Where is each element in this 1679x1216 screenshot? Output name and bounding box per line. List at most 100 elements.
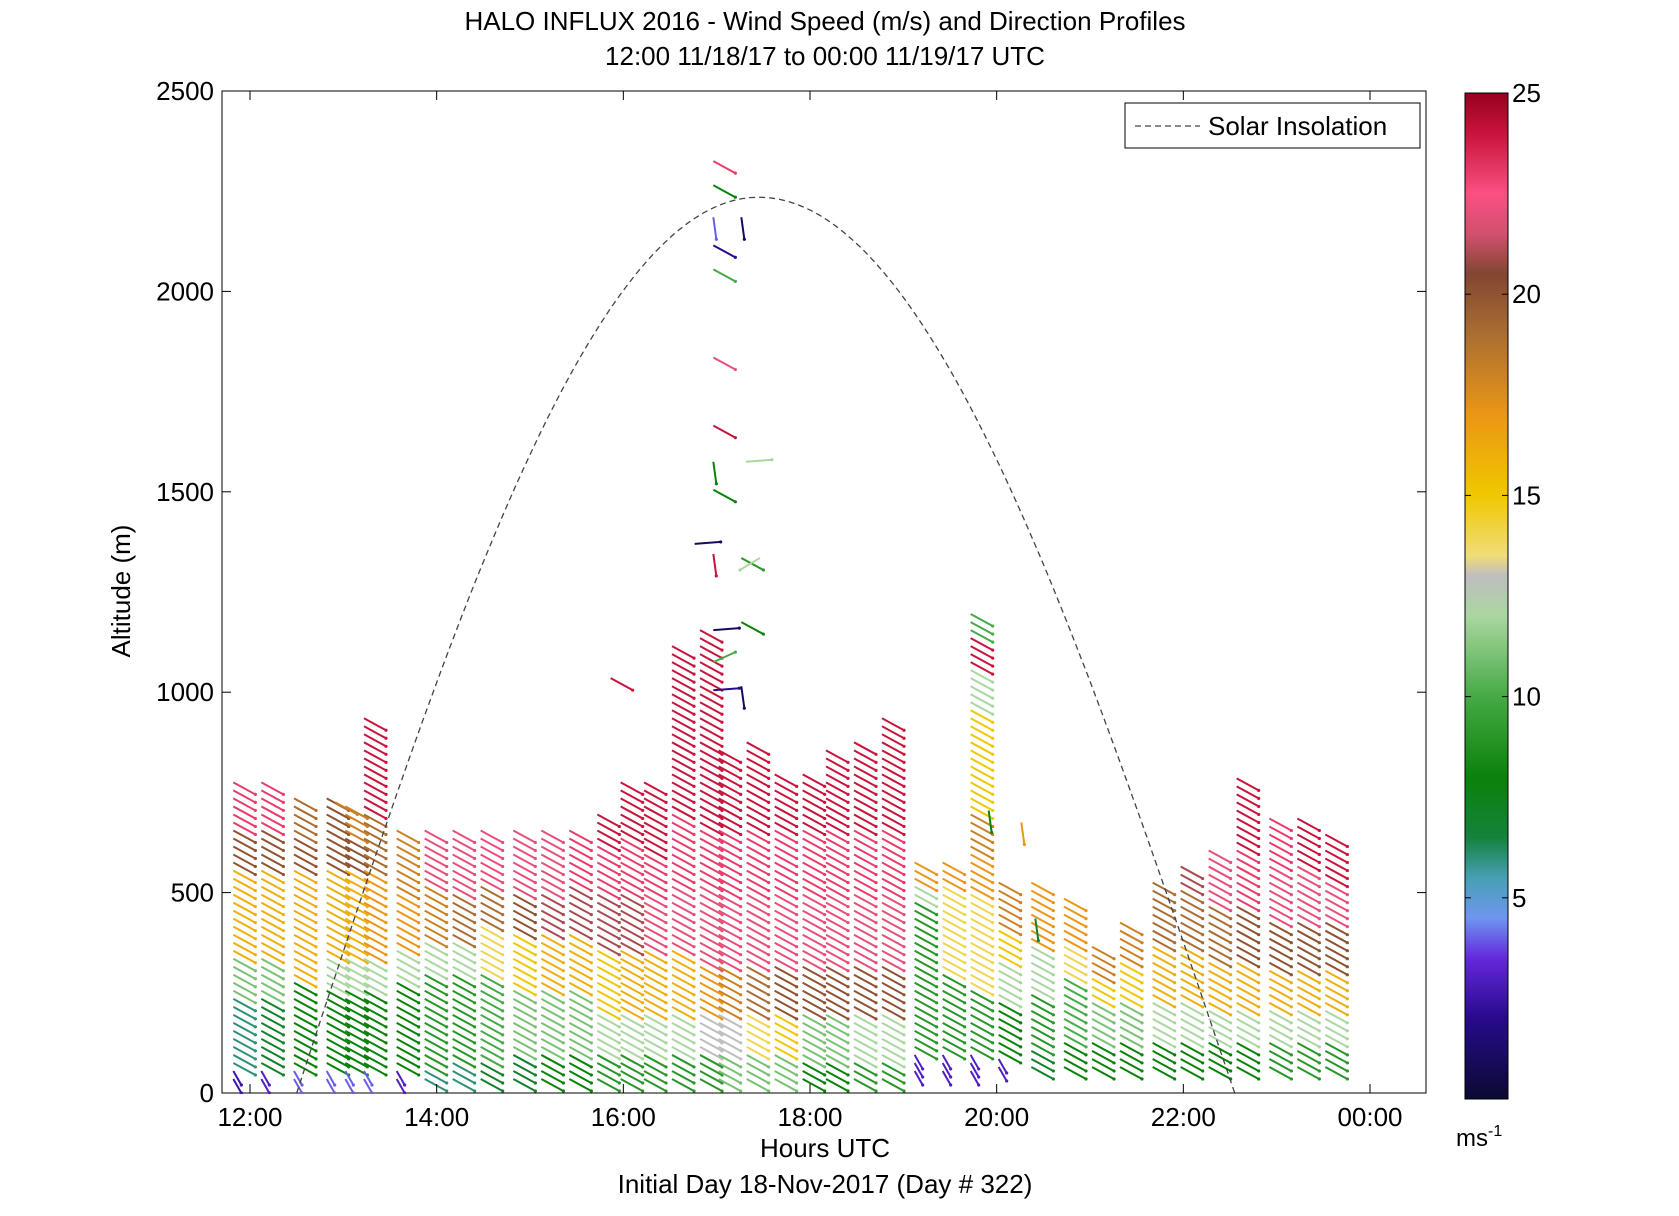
wind-arrow-shaft bbox=[620, 845, 644, 860]
wind-arrow-head bbox=[1229, 1069, 1233, 1073]
wind-arrow-head bbox=[641, 1041, 645, 1045]
wind-arrow-shaft bbox=[774, 1013, 798, 1028]
wind-arrow-head bbox=[445, 905, 449, 909]
wind-arrow-head bbox=[739, 921, 743, 925]
wind-arrow-shaft bbox=[881, 1078, 905, 1092]
wind-arrow-shaft bbox=[363, 837, 387, 852]
wind-arrow-shaft bbox=[596, 1021, 620, 1036]
wind-arrow-shaft bbox=[480, 1078, 504, 1092]
wind-arrow-head bbox=[902, 937, 906, 941]
wind-arrow-shaft bbox=[699, 1078, 723, 1092]
wind-arrow-shaft bbox=[643, 837, 667, 852]
wind-arrow-shaft bbox=[424, 1013, 448, 1028]
wind-arrow-shaft bbox=[881, 765, 905, 780]
wind-arrow-head bbox=[963, 913, 967, 917]
wind-arrow-shaft bbox=[232, 829, 256, 844]
wind-arrow-head bbox=[1317, 1029, 1321, 1033]
wind-arrow-head bbox=[1257, 828, 1261, 833]
wind-arrow-shaft bbox=[620, 933, 644, 948]
wind-arrow-shaft bbox=[881, 861, 905, 876]
wind-arrow-shaft bbox=[1063, 1026, 1087, 1040]
wind-arrow-shaft bbox=[1030, 1050, 1054, 1064]
wind-arrow-head bbox=[823, 888, 827, 893]
wind-arrow-head bbox=[739, 1057, 743, 1061]
wind-arrow-shaft bbox=[232, 909, 256, 924]
wind-arrow-shaft bbox=[1063, 897, 1087, 912]
wind-arrow-head bbox=[533, 1009, 537, 1013]
wind-arrow-head bbox=[1019, 1053, 1023, 1057]
wind-arrow-head bbox=[417, 840, 421, 845]
wind-arrow-shaft bbox=[1236, 1058, 1260, 1072]
wind-arrow-shaft bbox=[363, 901, 387, 916]
wind-arrow-shaft bbox=[774, 821, 798, 836]
wind-arrow-shaft bbox=[260, 901, 284, 916]
wind-arrow-shaft bbox=[825, 965, 849, 980]
wind-arrow-head bbox=[874, 929, 878, 933]
wind-arrow-shaft bbox=[452, 1062, 476, 1076]
wind-arrow-shaft bbox=[620, 957, 644, 972]
wind-arrow-head bbox=[767, 856, 771, 861]
wind-arrow-head bbox=[720, 640, 724, 644]
wind-arrow-shaft bbox=[1296, 961, 1320, 976]
wind-arrow-head bbox=[1051, 1013, 1055, 1017]
wind-arrow-head bbox=[935, 1041, 939, 1045]
wind-arrow-head bbox=[767, 929, 771, 933]
wind-arrow-head bbox=[767, 824, 771, 829]
wind-arrow-shaft bbox=[596, 917, 620, 932]
wind-arrow-head bbox=[664, 937, 668, 941]
wind-arrow-shaft bbox=[802, 805, 826, 820]
wind-arrow-shaft bbox=[293, 1030, 317, 1044]
wind-arrow-shaft bbox=[424, 941, 448, 956]
wind-arrow-shaft bbox=[699, 869, 723, 884]
wind-arrow-shaft bbox=[540, 1005, 564, 1020]
wind-arrow-head bbox=[846, 921, 850, 925]
wind-arrow-shaft bbox=[396, 845, 420, 860]
wind-arrow-head bbox=[281, 840, 285, 845]
wind-arrow-shaft bbox=[540, 1070, 564, 1084]
wind-arrow-shaft bbox=[1236, 1017, 1260, 1032]
wind-arrow-head bbox=[589, 1049, 593, 1053]
wind-arrow-head bbox=[739, 961, 743, 965]
wind-arrow-shaft bbox=[970, 861, 994, 876]
wind-arrow-shaft bbox=[540, 1013, 564, 1028]
wind-arrow-head bbox=[561, 1065, 565, 1069]
wind-arrow-shaft bbox=[1152, 1001, 1176, 1016]
wind-arrow-shaft bbox=[970, 829, 994, 844]
wind-arrow-shaft bbox=[998, 985, 1022, 1000]
wind-arrow-head bbox=[739, 880, 743, 885]
wind-arrow-head bbox=[589, 1017, 593, 1021]
wind-arrow-head bbox=[874, 937, 878, 941]
wind-arrow-head bbox=[617, 953, 621, 957]
wind-arrow-shaft bbox=[424, 829, 448, 844]
x-tick-label: 20:00 bbox=[964, 1102, 1029, 1132]
wind-arrow-head bbox=[664, 888, 668, 893]
wind-arrow-shaft bbox=[671, 1021, 695, 1036]
wind-arrow-head bbox=[902, 1081, 906, 1085]
wind-arrow-shaft bbox=[620, 981, 644, 996]
wind-arrow-shaft bbox=[998, 977, 1022, 992]
wind-arrow-shaft bbox=[881, 1070, 905, 1084]
wind-arrow-head bbox=[1051, 909, 1055, 913]
wind-arrow-shaft bbox=[746, 805, 770, 820]
wind-arrow-head bbox=[1317, 844, 1321, 849]
wind-arrow-shaft bbox=[774, 981, 798, 996]
wind-arrow-shaft bbox=[1020, 822, 1026, 845]
wind-arrow-shaft bbox=[853, 877, 877, 892]
wind-arrow-head bbox=[874, 784, 878, 788]
wind-arrow-shaft bbox=[1180, 977, 1204, 992]
wind-arrow-head bbox=[1345, 1021, 1349, 1025]
wind-arrow-shaft bbox=[1152, 1017, 1176, 1032]
wind-arrow-head bbox=[902, 945, 906, 949]
wind-arrow-shaft bbox=[326, 1030, 350, 1044]
wind-arrow-shaft bbox=[1180, 1026, 1204, 1040]
wind-arrow-shaft bbox=[671, 805, 695, 820]
wind-arrow-head bbox=[823, 929, 827, 933]
wind-arrow-shaft bbox=[344, 909, 368, 924]
wind-arrow-head bbox=[692, 808, 696, 813]
wind-arrow-shaft bbox=[480, 1062, 504, 1076]
x-tick-label: 14:00 bbox=[404, 1102, 469, 1132]
wind-arrow-head bbox=[314, 808, 318, 813]
wind-arrow-shaft bbox=[643, 925, 667, 940]
wind-arrow-shaft bbox=[881, 869, 905, 884]
wind-arrow-shaft bbox=[1324, 921, 1348, 936]
